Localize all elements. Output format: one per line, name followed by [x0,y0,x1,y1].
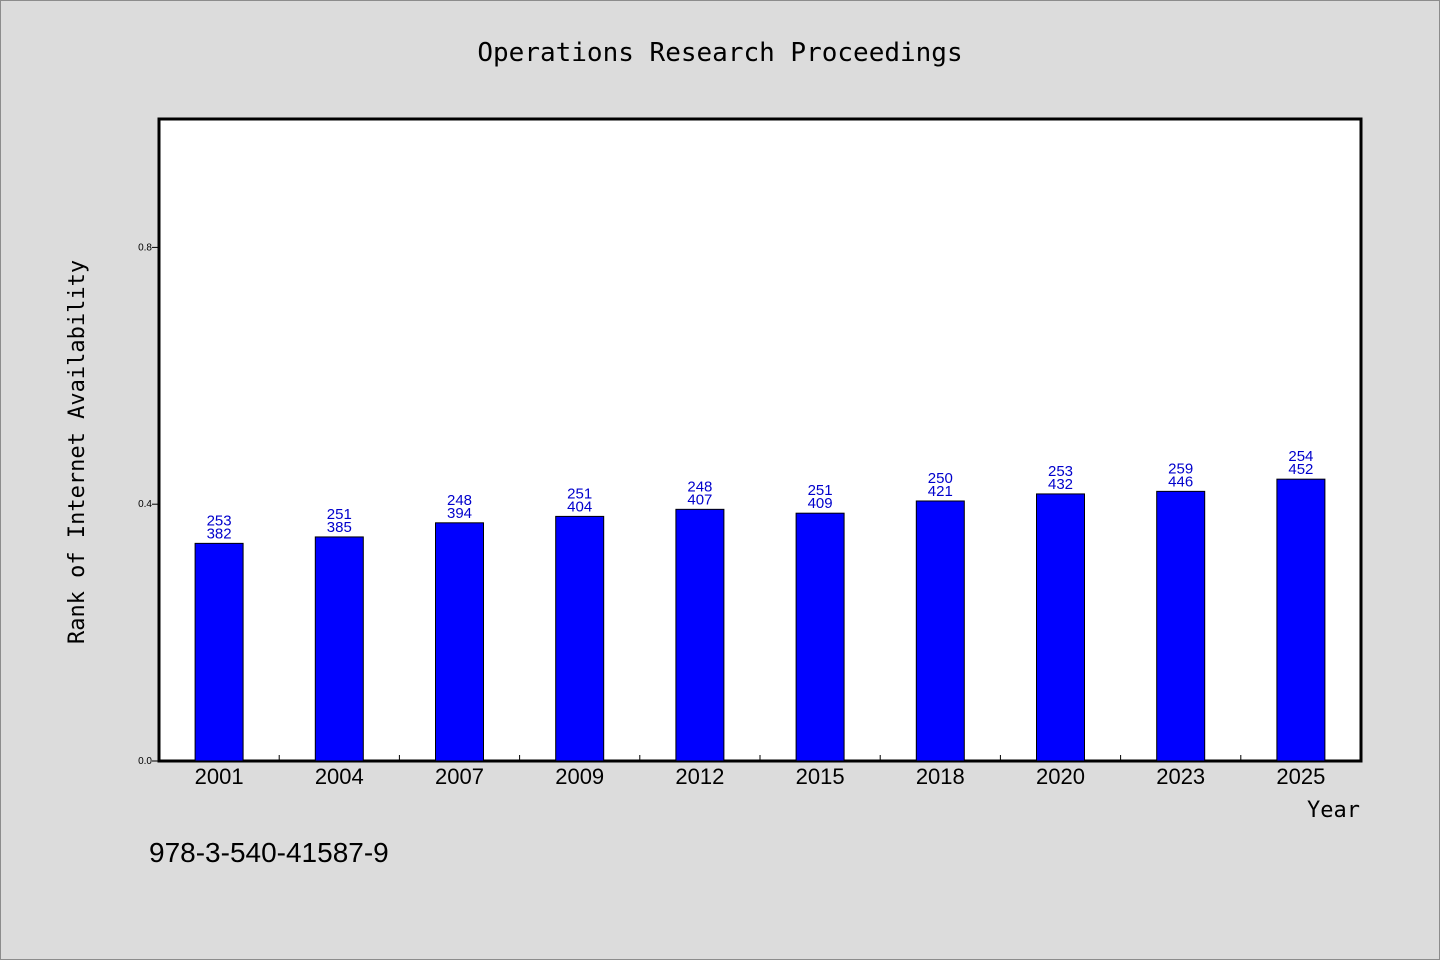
bar-data-label-top: 251 [327,506,352,523]
y-axis: 0.0 0.4 0.8 [138,242,159,767]
bar-data-label-top: 253 [1048,463,1073,480]
x-tick-label: 2004 [315,764,364,789]
bar-data-label-top: 259 [1168,460,1193,477]
bar-data-label-bottom: 382 [207,525,232,542]
x-tick-label: 2025 [1276,764,1325,789]
bars-group: 2533822513852483942514042484072514092504… [194,448,1326,762]
bar [1276,478,1326,762]
bar [1156,490,1206,762]
bar [555,515,605,762]
bar [1036,493,1085,762]
x-tick-label: 2015 [796,764,845,789]
x-tick-label: 2023 [1156,764,1205,789]
bar-data-label-bottom: 394 [447,505,472,522]
bar-data-label-bottom: 407 [687,491,712,508]
bar-data-label-bottom: 446 [1168,473,1193,490]
bar-data-label-top: 248 [447,492,472,509]
bar [435,522,484,762]
bar-data-label-top: 248 [687,478,712,495]
x-tick-label: 2007 [435,764,484,789]
bar-data-label-bottom: 404 [567,498,592,515]
bar [194,542,244,762]
y-axis-label: Rank of Internet Availability [65,260,90,644]
y-tick-label: 0.0 [138,756,152,767]
x-tick-label: 2012 [675,764,724,789]
bar-data-label-top: 250 [928,470,953,487]
y-tick-label: 0.8 [138,242,152,253]
isbn-footnote: 978-3-540-41587-9 [149,837,389,868]
bar-data-label-bottom: 452 [1288,461,1313,478]
bar [314,536,364,762]
bar-data-label-bottom: 385 [327,519,352,536]
bar-data-label-bottom: 432 [1048,476,1073,493]
bar-data-label-top: 254 [1288,448,1313,465]
x-tick-label: 2020 [1036,764,1085,789]
chart-title: Operations Research Proceedings [477,38,962,68]
bar-data-label-top: 251 [808,482,833,499]
x-tick-label: 2001 [195,764,244,789]
bar-data-label-top: 253 [207,512,232,529]
x-tick-label: 2018 [916,764,965,789]
bar-data-label-bottom: 409 [808,495,833,512]
bar-data-label-bottom: 421 [928,483,953,500]
x-axis-label: Year [1307,798,1360,823]
bar [795,512,845,762]
x-tick-label: 2009 [555,764,604,789]
bar [675,508,725,762]
bar-data-label-top: 251 [567,485,592,502]
y-tick-label: 0.4 [138,499,152,510]
x-axis: 2001 2004 2007 2009 2012 2015 2018 2020 2023 2025 [195,755,1325,789]
bar [915,500,965,762]
